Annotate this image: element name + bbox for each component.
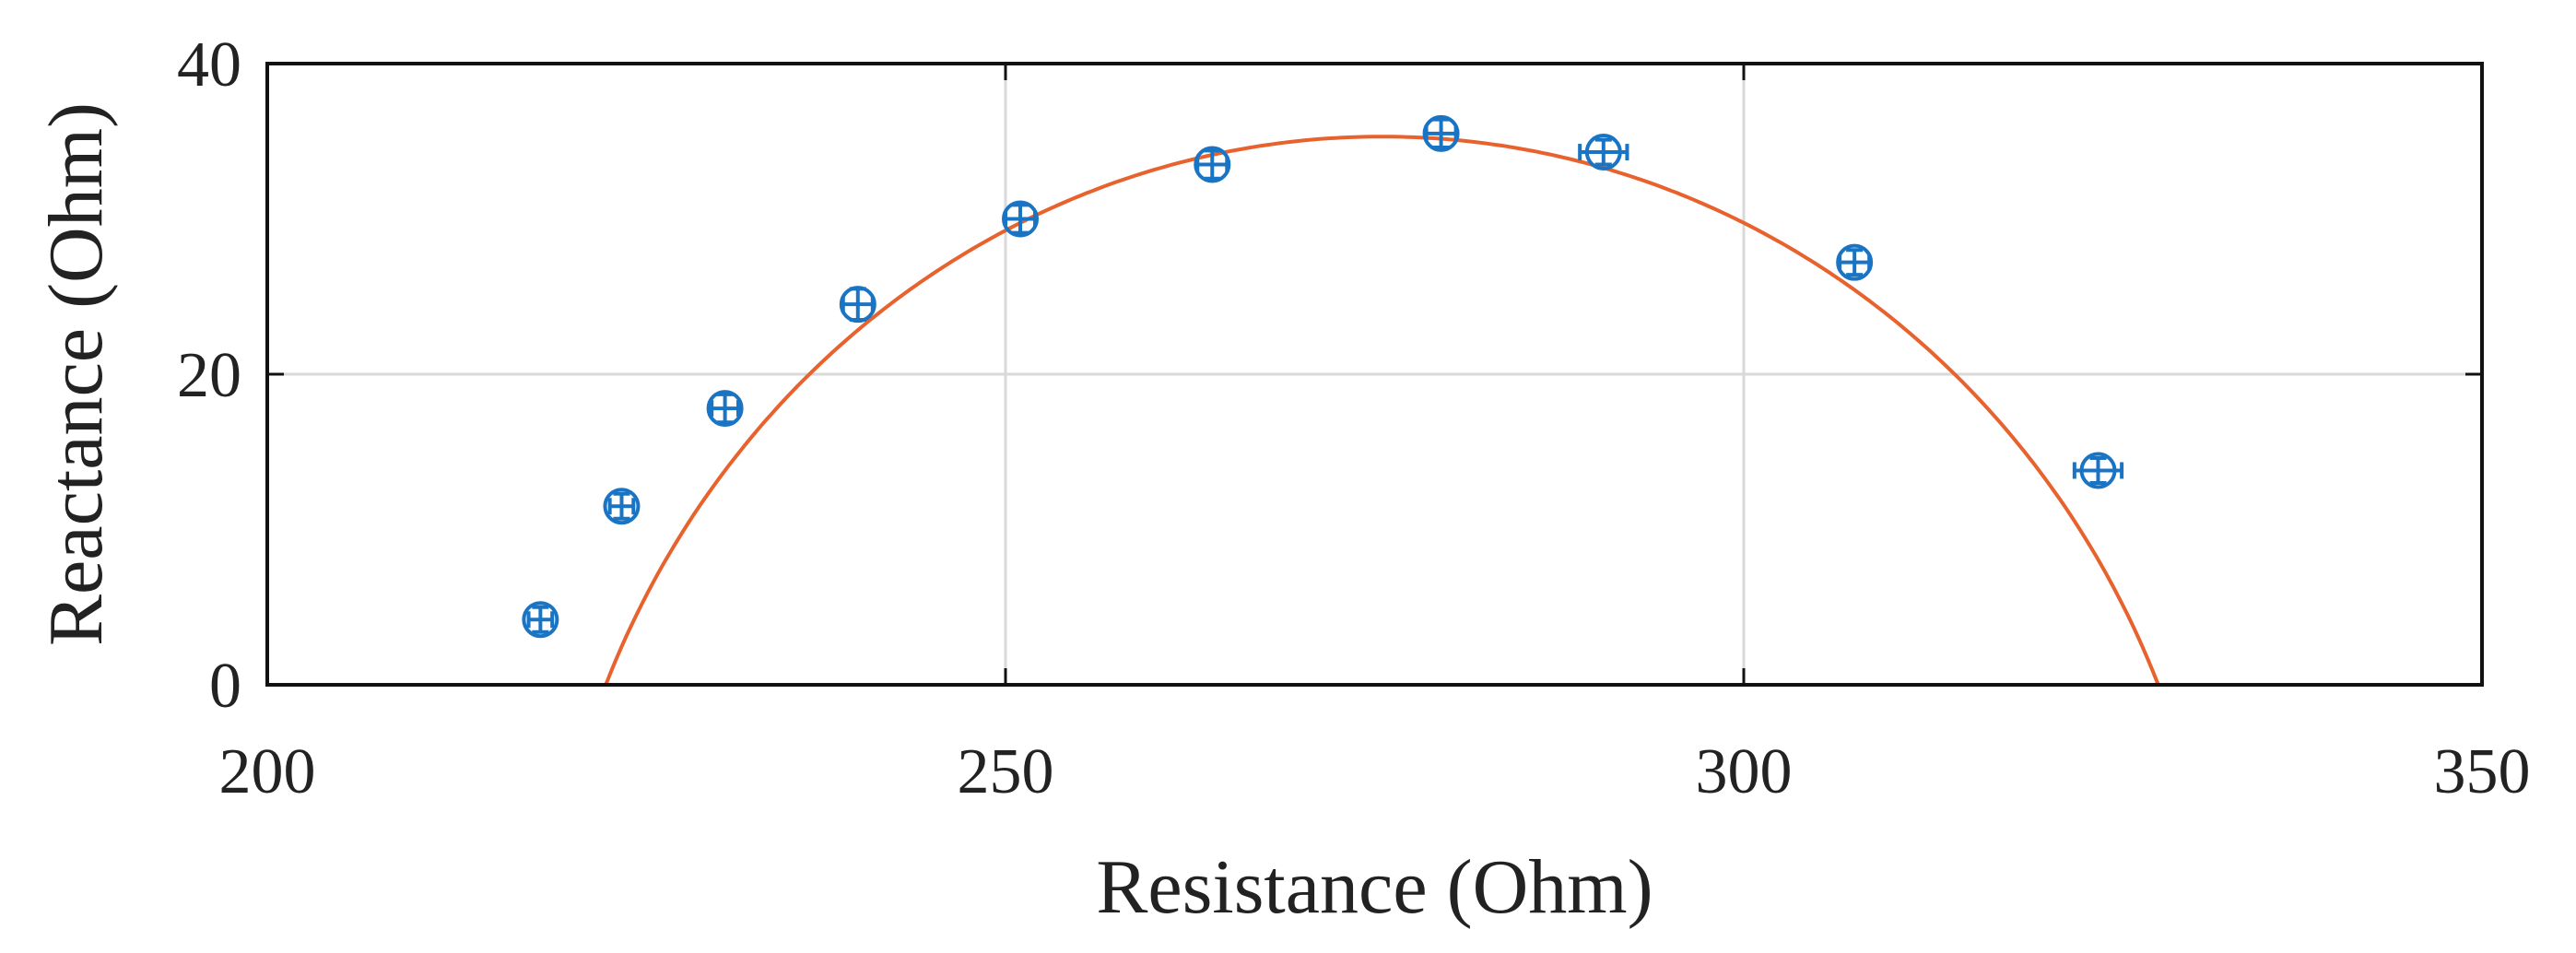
data-point: [1422, 114, 1460, 152]
y-tick-label: 40: [177, 29, 241, 100]
circle-marker: [706, 390, 744, 428]
circle-marker: [2079, 452, 2117, 489]
x-tick-label: 350: [2434, 736, 2531, 807]
circle-marker: [1836, 243, 1874, 281]
x-axis-title: Resistance (Ohm): [1096, 844, 1653, 930]
circle-marker: [1194, 146, 1231, 183]
data-point: [1836, 243, 1874, 281]
data-point: [522, 601, 559, 639]
data-point: [1194, 146, 1231, 183]
data-point: [706, 390, 744, 428]
x-tick-labels: 200 250 300 350: [219, 736, 2531, 807]
circle-marker: [522, 601, 559, 639]
data-point: [1578, 134, 1629, 171]
circle-marker: [603, 488, 641, 525]
x-tick-label: 300: [1696, 736, 1793, 807]
circle-marker: [1422, 114, 1460, 152]
y-axis-title: Reactance (Ohm): [33, 102, 119, 646]
circle-marker: [1584, 134, 1622, 171]
circle-marker: [839, 286, 876, 324]
y-tick-label: 20: [177, 340, 241, 411]
data-point: [2072, 452, 2124, 489]
grid-lines: [265, 62, 2484, 687]
x-tick-label: 250: [958, 736, 1054, 807]
data-point: [603, 488, 641, 525]
y-tick-labels: 0 20 40: [177, 29, 241, 722]
plot-frame: [265, 62, 2484, 687]
circle-marker: [1002, 200, 1040, 238]
data-point: [839, 286, 876, 324]
data-points: [522, 114, 2124, 639]
x-tick-label: 200: [219, 736, 316, 807]
data-point: [1002, 200, 1040, 238]
fit-curve: [604, 135, 2160, 686]
y-tick-label: 0: [209, 651, 241, 722]
